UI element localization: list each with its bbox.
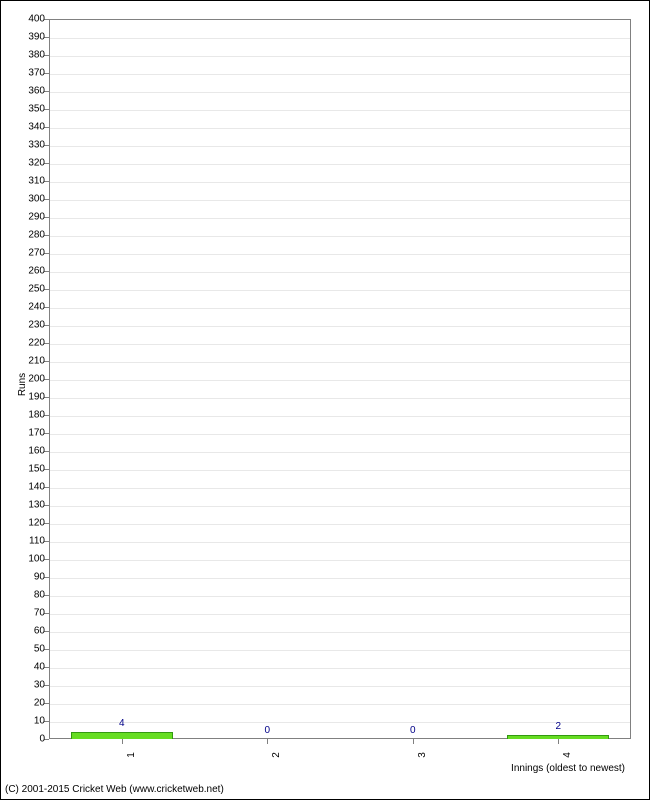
ytick-label: 190 — [28, 392, 45, 403]
ytick-label: 110 — [29, 536, 45, 547]
gridline — [50, 236, 630, 237]
bar-value-label: 4 — [119, 718, 125, 729]
ytick-label: 240 — [28, 302, 45, 313]
xtick-mark — [267, 739, 268, 744]
gridline — [50, 146, 630, 147]
ytick-label: 290 — [28, 212, 45, 223]
gridline — [50, 722, 630, 723]
bar-value-label: 0 — [264, 725, 270, 736]
gridline — [50, 272, 630, 273]
ytick-label: 0 — [39, 734, 45, 745]
xtick-label: 2 — [271, 752, 282, 758]
ytick-label: 100 — [28, 554, 45, 565]
bar-value-label: 0 — [410, 725, 416, 736]
gridline — [50, 416, 630, 417]
gridline — [50, 686, 630, 687]
xtick-label: 1 — [126, 752, 137, 758]
ytick-label: 140 — [28, 482, 45, 493]
gridline — [50, 596, 630, 597]
ytick-label: 160 — [28, 446, 45, 457]
gridline — [50, 344, 630, 345]
gridline — [50, 326, 630, 327]
gridline — [50, 164, 630, 165]
gridline — [50, 290, 630, 291]
gridline — [50, 380, 630, 381]
gridline — [50, 128, 630, 129]
ytick-label: 260 — [28, 266, 45, 277]
ytick-label: 70 — [34, 608, 45, 619]
ytick-label: 30 — [34, 680, 45, 691]
ytick-label: 360 — [28, 86, 45, 97]
gridline — [50, 560, 630, 561]
ytick-label: 10 — [34, 716, 45, 727]
ytick-label: 180 — [28, 410, 45, 421]
ytick-label: 230 — [28, 320, 45, 331]
gridline — [50, 200, 630, 201]
gridline — [50, 398, 630, 399]
xtick-mark — [413, 739, 414, 744]
bar — [71, 732, 173, 739]
gridline — [50, 614, 630, 615]
gridline — [50, 218, 630, 219]
ytick-label: 210 — [28, 356, 45, 367]
ytick-label: 200 — [28, 374, 45, 385]
gridline — [50, 506, 630, 507]
gridline — [50, 182, 630, 183]
ytick-label: 330 — [28, 140, 45, 151]
gridline — [50, 110, 630, 111]
x-axis-label: Innings (oldest to newest) — [511, 763, 625, 774]
ytick-label: 20 — [34, 698, 45, 709]
gridline — [50, 434, 630, 435]
ytick-label: 310 — [28, 176, 45, 187]
ytick-label: 380 — [28, 50, 45, 61]
ytick-label: 90 — [34, 572, 45, 583]
gridline — [50, 524, 630, 525]
gridline — [50, 470, 630, 471]
gridline — [50, 668, 630, 669]
gridline — [50, 488, 630, 489]
ytick-label: 150 — [28, 464, 45, 475]
xtick-mark — [558, 739, 559, 744]
ytick-label: 370 — [28, 68, 45, 79]
ytick-label: 250 — [28, 284, 45, 295]
ytick-label: 120 — [28, 518, 45, 529]
gridline — [50, 542, 630, 543]
ytick-label: 340 — [28, 122, 45, 133]
bar-value-label: 2 — [555, 721, 561, 732]
xtick-label: 4 — [562, 752, 573, 758]
gridline — [50, 578, 630, 579]
xtick-label: 3 — [417, 752, 428, 758]
gridline — [50, 56, 630, 57]
ytick-label: 320 — [28, 158, 45, 169]
ytick-label: 50 — [34, 644, 45, 655]
gridline — [50, 308, 630, 309]
ytick-label: 220 — [28, 338, 45, 349]
plot-area — [49, 19, 631, 739]
ytick-label: 60 — [34, 626, 45, 637]
ytick-label: 300 — [28, 194, 45, 205]
ytick-label: 270 — [28, 248, 45, 259]
gridline — [50, 362, 630, 363]
gridline — [50, 632, 630, 633]
ytick-label: 130 — [28, 500, 45, 511]
gridline — [50, 452, 630, 453]
ytick-label: 350 — [28, 104, 45, 115]
gridline — [50, 254, 630, 255]
ytick-label: 80 — [34, 590, 45, 601]
y-axis-label: Runs — [17, 373, 28, 396]
ytick-label: 170 — [28, 428, 45, 439]
xtick-mark — [122, 739, 123, 744]
gridline — [50, 650, 630, 651]
ytick-label: 400 — [28, 14, 45, 25]
gridline — [50, 38, 630, 39]
chart-container: Runs Innings (oldest to newest) (C) 2001… — [0, 0, 650, 800]
ytick-label: 40 — [34, 662, 45, 673]
copyright-text: (C) 2001-2015 Cricket Web (www.cricketwe… — [5, 784, 224, 795]
gridline — [50, 92, 630, 93]
ytick-label: 390 — [28, 32, 45, 43]
gridline — [50, 74, 630, 75]
ytick-label: 280 — [28, 230, 45, 241]
gridline — [50, 704, 630, 705]
